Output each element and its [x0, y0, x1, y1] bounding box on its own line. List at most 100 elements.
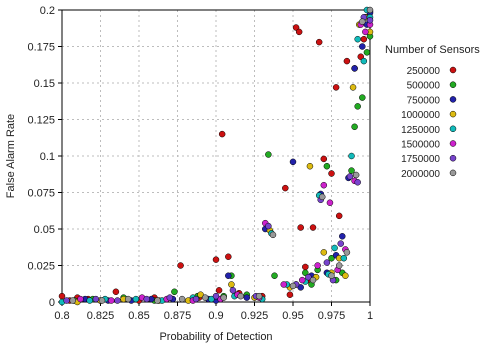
- y-tick-label: 0: [49, 297, 55, 309]
- legend-item-marker: [449, 154, 457, 162]
- data-point: [354, 103, 361, 110]
- data-point: [269, 231, 277, 239]
- y-tick-label: 0.15: [34, 78, 55, 90]
- y-tick-label: 0.2: [40, 5, 55, 17]
- data-point: [352, 171, 360, 179]
- data-point: [328, 170, 335, 177]
- legend-item-marker: [449, 110, 457, 118]
- data-point: [171, 288, 178, 296]
- data-point: [305, 273, 312, 281]
- legend-item-label: 1000000: [401, 110, 440, 121]
- data-point: [112, 288, 120, 296]
- data-point: [320, 181, 328, 189]
- y-tick-label: 0.05: [34, 224, 55, 236]
- data-point: [320, 155, 328, 163]
- data-point: [108, 297, 115, 304]
- data-point: [354, 179, 361, 186]
- y-tick-label: 0.125: [27, 115, 55, 127]
- legend-item-marker: [449, 66, 457, 74]
- legend-item-label: 500000: [407, 81, 441, 92]
- data-point: [197, 291, 204, 298]
- data-point: [320, 249, 328, 256]
- data-point: [86, 297, 93, 304]
- data-point: [362, 28, 369, 36]
- legend-item-label: 1500000: [401, 140, 440, 151]
- data-point: [366, 16, 374, 24]
- data-point: [212, 292, 220, 300]
- data-point: [359, 43, 366, 50]
- data-point: [201, 294, 209, 301]
- data-point: [337, 240, 344, 247]
- x-axis-label: Probability of Detection: [159, 331, 272, 343]
- data-point: [331, 244, 338, 252]
- data-point: [335, 212, 343, 220]
- data-point: [265, 222, 272, 230]
- data-point: [339, 233, 346, 240]
- x-tick-label: 0.825: [87, 310, 115, 322]
- y-tick-label: 0.075: [27, 188, 55, 200]
- legend-item-label: 2000000: [401, 169, 440, 180]
- data-point: [265, 151, 272, 158]
- data-point: [220, 294, 227, 301]
- data-point: [363, 49, 371, 56]
- data-point: [349, 84, 357, 91]
- x-tick-label: 0.875: [164, 310, 192, 322]
- x-tick-label: 0.9: [208, 310, 223, 322]
- data-point: [351, 123, 358, 131]
- data-point: [309, 276, 317, 284]
- data-point: [280, 281, 288, 288]
- data-point: [351, 65, 358, 72]
- data-point: [315, 38, 323, 46]
- x-tick-label: 0.95: [282, 310, 303, 322]
- legend-item-marker: [449, 169, 457, 177]
- data-point: [359, 18, 366, 25]
- data-point: [143, 295, 150, 303]
- x-tick-label: 0.8: [54, 310, 69, 322]
- data-point: [178, 295, 186, 303]
- data-point: [77, 295, 84, 303]
- legend-item-marker: [449, 81, 457, 88]
- data-point: [208, 295, 215, 303]
- legend-item-label: 250000: [407, 66, 441, 77]
- legend-item-label: 1750000: [401, 154, 440, 165]
- data-point: [340, 254, 348, 262]
- data-point: [289, 282, 297, 290]
- x-tick-label: 0.925: [241, 310, 269, 322]
- x-tick-label: 0.975: [318, 310, 346, 322]
- data-point: [225, 272, 232, 279]
- y-axis-label: False Alarm Rate: [5, 114, 17, 198]
- data-point: [228, 281, 235, 288]
- data-point: [255, 292, 263, 300]
- data-point: [69, 297, 77, 304]
- y-tick-label: 0.1: [40, 151, 55, 163]
- data-point: [154, 297, 161, 304]
- data-point: [166, 294, 174, 301]
- legend-item-marker: [449, 96, 457, 103]
- data-point: [292, 24, 300, 31]
- axis-ticks: 0.8 0.825 0.85 0.875 0.9 0.925 0.95 0.975 1 0 0.02…: [27, 5, 373, 322]
- data-point: [63, 297, 70, 304]
- data-point: [295, 28, 303, 36]
- data-point: [323, 259, 331, 266]
- data-point: [215, 287, 223, 294]
- data-point: [342, 272, 349, 279]
- data-point: [289, 158, 297, 166]
- data-point: [218, 130, 226, 138]
- x-tick-label: 0.85: [128, 310, 149, 322]
- data-point: [343, 57, 351, 65]
- legend-item-marker: [449, 125, 457, 133]
- data-point: [314, 262, 321, 269]
- data-point: [359, 94, 366, 101]
- data-point: [332, 84, 340, 91]
- data-point: [58, 292, 66, 300]
- legend-title: Number of Sensors: [385, 44, 480, 56]
- data-point: [243, 294, 251, 301]
- data-point: [124, 295, 132, 303]
- data-point: [366, 6, 374, 14]
- data-point: [302, 269, 309, 277]
- data-point: [348, 167, 355, 174]
- data-point: [343, 249, 351, 256]
- data-point: [98, 297, 106, 304]
